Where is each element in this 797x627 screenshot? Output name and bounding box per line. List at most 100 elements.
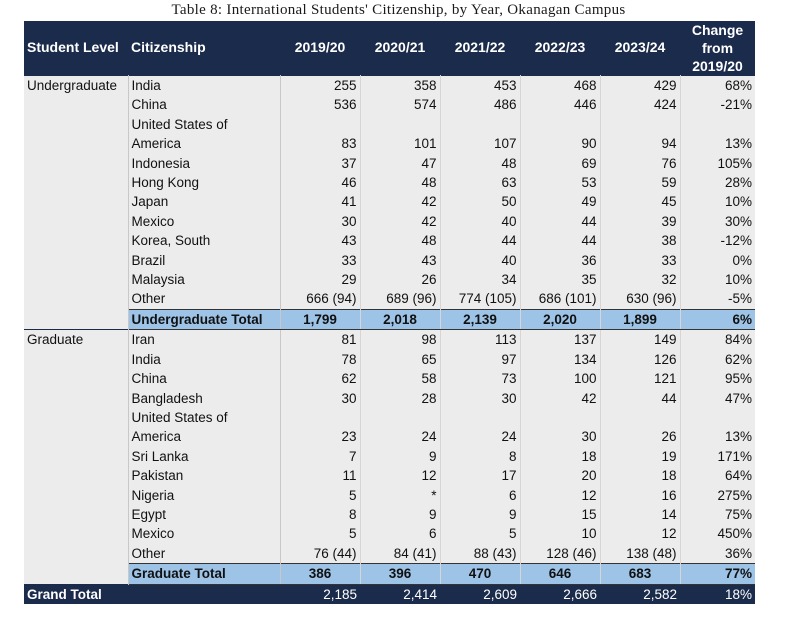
citizenship-cell: China bbox=[128, 369, 281, 389]
student-level-cell bbox=[24, 153, 129, 174]
year-value-cell: 42 bbox=[520, 388, 601, 408]
citizenship-cell: Indonesia bbox=[128, 153, 281, 174]
year-value-cell: 39 bbox=[600, 211, 681, 232]
student-level-cell bbox=[24, 349, 129, 370]
year-value-cell: 53 bbox=[520, 173, 601, 193]
year-value-cell: 358 bbox=[360, 75, 441, 96]
year-value-cell: 37 bbox=[280, 153, 361, 174]
year-value-cell: 47 bbox=[360, 153, 441, 174]
year-value-cell: 666 (94) bbox=[280, 289, 361, 310]
year-value-cell: 9 bbox=[360, 504, 441, 525]
citizenship-cell: China bbox=[128, 95, 281, 115]
year-value-cell: 574 bbox=[360, 95, 441, 115]
student-level-cell: Graduate bbox=[24, 329, 129, 350]
year-value-cell: 149 bbox=[600, 329, 681, 350]
total-value-cell: 2,020 bbox=[520, 308, 601, 331]
student-level-cell bbox=[24, 250, 129, 271]
year-value-cell: 255 bbox=[280, 75, 361, 96]
change-cell: 450% bbox=[680, 524, 755, 544]
year-value-cell: 9 bbox=[360, 446, 441, 467]
year-value-cell: 44 bbox=[520, 231, 601, 251]
year-value-cell: 33 bbox=[600, 250, 681, 271]
table-row: China 536 574 486 446 424 -21% bbox=[24, 95, 755, 115]
table-row: Korea, South 43 48 44 44 38 -12% bbox=[24, 231, 755, 251]
year-value-cell: 46 bbox=[280, 173, 361, 193]
year-value-cell: 38 bbox=[600, 231, 681, 251]
student-level-cell bbox=[24, 407, 129, 428]
year-value-cell: 58 bbox=[360, 369, 441, 389]
citizenship-cell: Korea, South bbox=[128, 231, 281, 251]
year-value-cell: 12 bbox=[520, 485, 601, 505]
total-value-cell: 1,799 bbox=[280, 308, 361, 331]
year-value-cell: 101 bbox=[360, 134, 441, 154]
student-level-cell bbox=[24, 524, 129, 544]
year-value-cell: 486 bbox=[440, 95, 521, 115]
year-value-cell: 81 bbox=[280, 329, 361, 350]
change-cell: 171% bbox=[680, 446, 755, 467]
change-cell: 10% bbox=[680, 270, 755, 290]
year-value-cell: 24 bbox=[440, 427, 521, 447]
citizenship-cell: Mexico bbox=[128, 211, 281, 232]
student-level-cell bbox=[24, 309, 129, 330]
student-level-cell bbox=[24, 289, 129, 310]
year-value-cell: 536 bbox=[280, 95, 361, 115]
year-value-cell bbox=[280, 407, 361, 428]
header-year: 2019/20 bbox=[280, 21, 360, 76]
table-row: India 78 65 97 134 126 62% bbox=[24, 349, 755, 370]
year-value-cell: 113 bbox=[440, 329, 521, 350]
citizenship-cell: Sri Lanka bbox=[128, 446, 281, 467]
grand-total-value: 2,609 bbox=[440, 583, 520, 604]
year-value-cell: 94 bbox=[600, 134, 681, 154]
year-value-cell: 19 bbox=[600, 446, 681, 467]
year-value-cell: 28 bbox=[360, 388, 441, 408]
year-value-cell: 107 bbox=[440, 134, 521, 154]
grand-total-label: Grand Total bbox=[24, 583, 280, 604]
citizenship-cell: India bbox=[128, 349, 281, 370]
total-value-cell: 386 bbox=[280, 563, 361, 585]
year-value-cell: 12 bbox=[360, 466, 441, 486]
citizenship-cell: America bbox=[128, 427, 281, 447]
student-level-cell bbox=[24, 466, 129, 486]
year-value-cell bbox=[440, 114, 521, 135]
year-value-cell: 20 bbox=[520, 466, 601, 486]
year-value-cell: 30 bbox=[280, 211, 361, 232]
student-level-cell bbox=[24, 543, 129, 564]
student-level-cell bbox=[24, 485, 129, 505]
citizenship-cell: Mexico bbox=[128, 524, 281, 544]
table-row: Nigeria 5 * 6 12 16 275% bbox=[24, 485, 755, 505]
year-value-cell: 138 (48) bbox=[600, 543, 681, 564]
year-value-cell: 44 bbox=[600, 388, 681, 408]
year-value-cell: 7 bbox=[280, 446, 361, 467]
change-cell: 47% bbox=[680, 388, 755, 408]
change-cell: 68% bbox=[680, 75, 755, 96]
change-cell: 275% bbox=[680, 485, 755, 505]
year-value-cell: 45 bbox=[600, 192, 681, 212]
year-value-cell: 69 bbox=[520, 153, 601, 174]
table-row: United States of bbox=[24, 407, 755, 428]
header-citizenship: Citizenship bbox=[128, 21, 280, 76]
year-value-cell bbox=[360, 114, 441, 135]
change-cell: 13% bbox=[680, 134, 755, 154]
total-value-cell: 396 bbox=[360, 563, 441, 585]
year-value-cell: 48 bbox=[360, 231, 441, 251]
table-row: Brazil 33 43 40 36 33 0% bbox=[24, 250, 755, 271]
table-title-text: Table 8: International Students' Citizen… bbox=[171, 2, 626, 18]
year-value-cell: 84 (41) bbox=[360, 543, 441, 564]
student-level-cell bbox=[24, 95, 129, 115]
year-value-cell: 446 bbox=[520, 95, 601, 115]
year-value-cell: 5 bbox=[280, 485, 361, 505]
student-level-cell bbox=[24, 114, 129, 135]
year-value-cell: 137 bbox=[520, 329, 601, 350]
year-value-cell: 686 (101) bbox=[520, 289, 601, 310]
year-value-cell: 30 bbox=[440, 388, 521, 408]
year-value-cell: 5 bbox=[440, 524, 521, 544]
citizenship-cell: Nigeria bbox=[128, 485, 281, 505]
year-value-cell bbox=[520, 407, 601, 428]
year-value-cell: 630 (96) bbox=[600, 289, 681, 310]
year-value-cell: 76 bbox=[600, 153, 681, 174]
year-value-cell: 65 bbox=[360, 349, 441, 370]
student-level-cell bbox=[24, 388, 129, 408]
table-row: America 83 101 107 90 94 13% bbox=[24, 134, 755, 154]
change-cell: 10% bbox=[680, 192, 755, 212]
table-row: Sri Lanka 7 9 8 18 19 171% bbox=[24, 446, 755, 467]
